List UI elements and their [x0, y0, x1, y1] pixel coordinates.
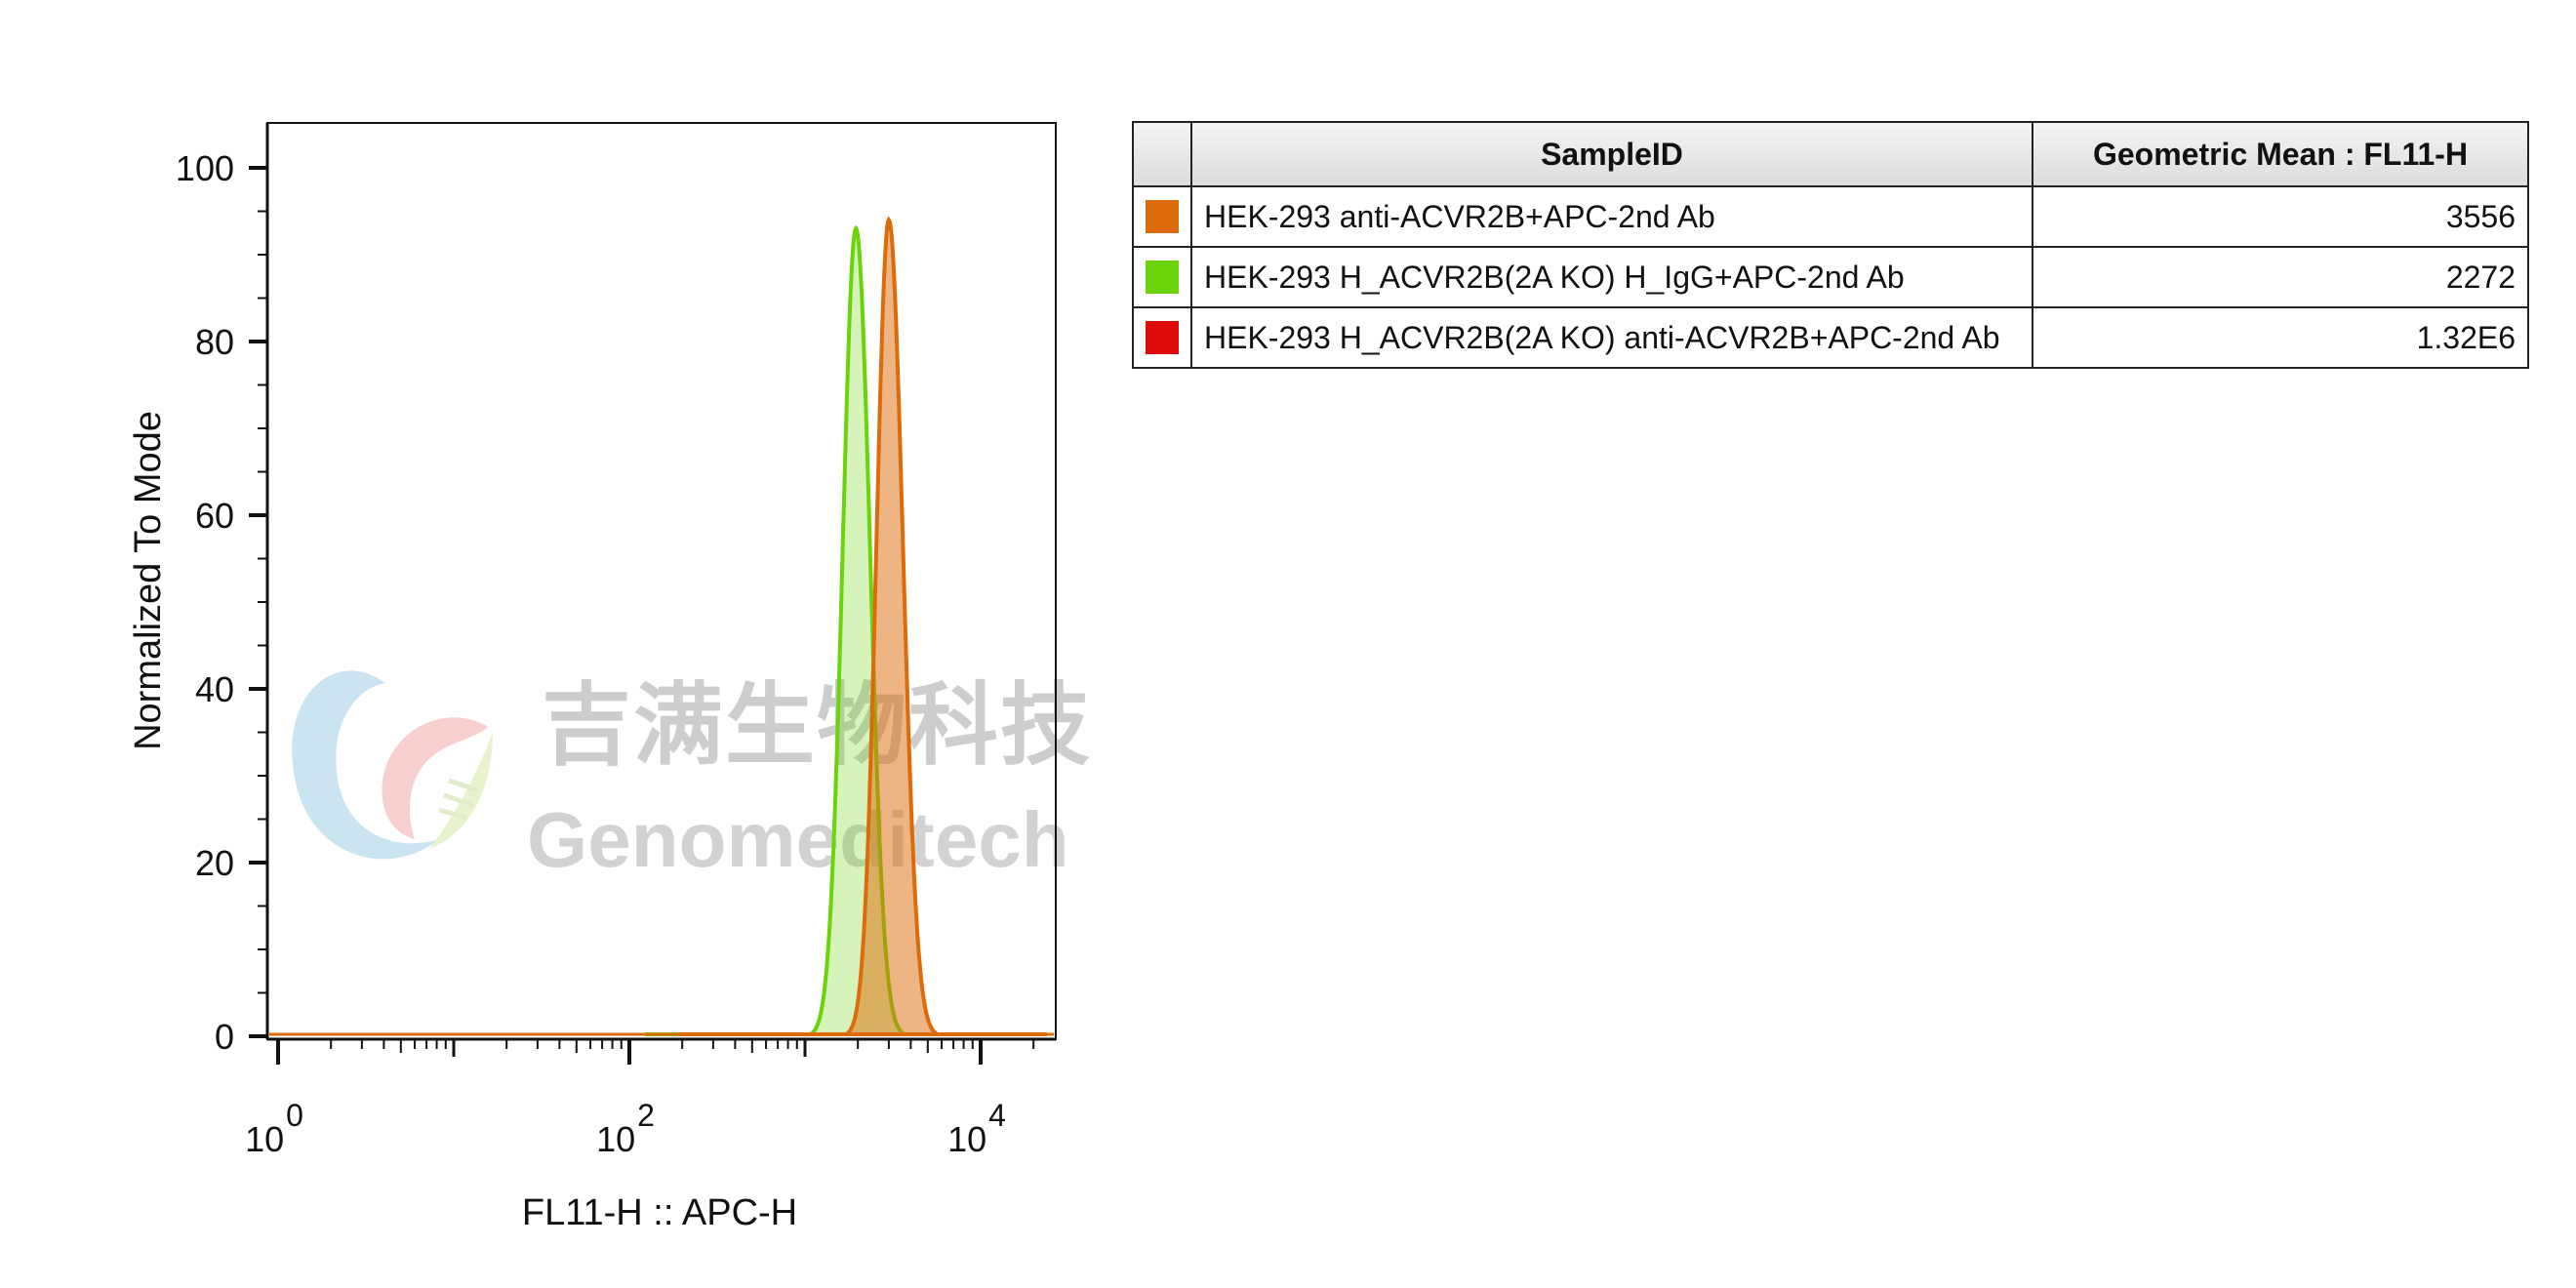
- y-tick-label: 0: [215, 1017, 234, 1057]
- sample-table: SampleID Geometric Mean : FL11-H HEK-293…: [1132, 121, 2529, 369]
- geomean-value: 1.32E6: [2032, 306, 2529, 369]
- x-axis-title: FL11-H :: APC-H: [522, 1192, 797, 1233]
- y-axis-title: Normalized To Mode: [128, 411, 169, 750]
- y-tick-label: 40: [195, 669, 234, 709]
- color-swatch: [1146, 321, 1179, 354]
- x-tick-label: 100: [245, 1098, 303, 1159]
- color-swatch: [1146, 261, 1179, 294]
- sample-name: HEK-293 anti-ACVR2B+APC-2nd Ab: [1190, 185, 2033, 248]
- x-tick-label: 104: [947, 1098, 1006, 1159]
- histogram-chart: 吉满生物科技 Genomeditech 0 20 40 60 80 100 100 102 1…: [128, 122, 1092, 1233]
- x-axis: 100102104106108: [245, 1037, 1056, 1159]
- table-row: HEK-293 H_ACVR2B(2A KO) anti-ACVR2B+APC-…: [1132, 306, 2529, 369]
- y-tick-label: 80: [195, 322, 234, 362]
- x-tick-label: 102: [596, 1098, 655, 1159]
- watermark: 吉满生物科技 Genomeditech: [292, 670, 1092, 883]
- watermark-en: Genomeditech: [527, 796, 1069, 883]
- header-swatch-cell: [1132, 121, 1192, 187]
- y-tick-label: 20: [195, 843, 234, 883]
- geomean-value: 2272: [2032, 246, 2529, 308]
- watermark-cn: 吉满生物科技: [542, 673, 1092, 778]
- geomean-value: 3556: [2032, 185, 2529, 248]
- header-geomean: Geometric Mean : FL11-H: [2032, 121, 2529, 187]
- color-swatch: [1146, 200, 1179, 233]
- header-sampleid: SampleID: [1190, 121, 2033, 187]
- table-row: HEK-293 anti-ACVR2B+APC-2nd Ab 3556: [1132, 185, 2529, 248]
- y-tick-label: 100: [176, 148, 234, 188]
- sample-name: HEK-293 H_ACVR2B(2A KO) anti-ACVR2B+APC-…: [1190, 306, 2033, 369]
- histogram-series: [645, 224, 1015, 1036]
- y-tick-label: 60: [195, 496, 234, 536]
- genomeditech-logo: [292, 670, 493, 860]
- table-row: HEK-293 H_ACVR2B(2A KO) H_IgG+APC-2nd Ab…: [1132, 246, 2529, 308]
- plot-frame: [266, 122, 1057, 1040]
- table-header-row: SampleID Geometric Mean : FL11-H: [1132, 121, 2529, 187]
- sample-name: HEK-293 H_ACVR2B(2A KO) H_IgG+APC-2nd Ab: [1190, 246, 2033, 308]
- y-axis: 0 20 40 60 80 100: [176, 123, 269, 1057]
- series-layer: [269, 216, 1054, 1036]
